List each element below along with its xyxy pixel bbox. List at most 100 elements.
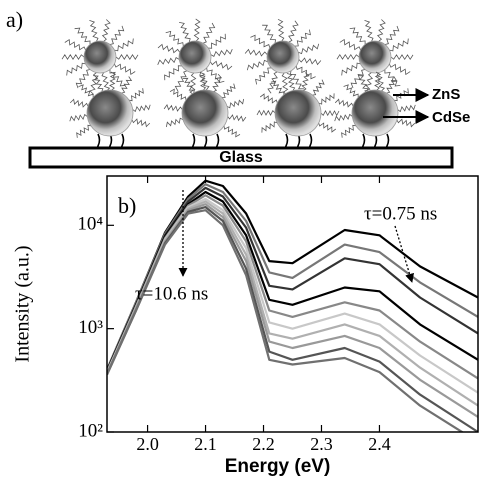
ligand [389,38,409,52]
ligand [212,73,223,92]
x-tick-label: 2.2 [252,434,275,454]
ligand [157,57,180,65]
ligand [114,63,136,75]
ligand [318,122,337,133]
ligand [115,54,139,60]
ligand [101,19,111,42]
series-group [107,179,478,432]
y-axis-label: Intensity (a.u.) [12,245,34,362]
x-axis-label: Energy (eV) [225,456,331,477]
ligand [221,83,236,98]
ligand [339,38,361,51]
quantum-dot [178,40,212,74]
chart: 10² 10³ 10⁴ 2.0 2.1 2.2 2.3 2.4 Energy (eV) Inten… [12,175,479,477]
ligand [262,24,277,44]
ligand [169,88,187,101]
quantum-dot [358,40,392,74]
y-tick-label: 10³ [78,317,103,338]
ligand [227,114,247,122]
ligand [165,30,184,47]
ligand [93,75,104,92]
ligand [396,118,416,128]
ligand [61,54,85,60]
ligand [164,65,182,81]
quantum-dot [181,89,229,137]
ligand [341,124,356,138]
x-tick-label: 2.1 [194,434,217,454]
x-tick-label: 2.3 [310,434,333,454]
quantum-dot [83,40,117,74]
ligand [131,118,151,128]
ligand [174,70,188,92]
annotation: τ=0.75 ns [364,203,437,224]
ligand [109,25,125,45]
ligand [244,48,268,57]
ligand [343,84,359,98]
shell-label: ZnS [432,86,460,103]
ligand [364,72,374,95]
glass-substrate [28,146,454,169]
ligand [157,43,181,54]
ligand [255,67,272,85]
ligand [256,109,276,116]
y-tick-label: 10⁴ [77,214,103,235]
ligand [223,125,241,138]
ligand [109,71,117,91]
ligand [277,18,285,42]
ligand [334,98,354,108]
ligand [179,22,191,43]
y-tick-label: 10² [78,420,103,441]
ligand [166,117,184,128]
ligand [250,34,271,49]
ligand [394,88,409,102]
ligand [358,75,369,92]
ligand [289,70,304,90]
schematic [61,18,416,157]
core-label: CdSe [432,109,470,126]
ligand [312,79,325,96]
ligand [246,59,268,71]
ligand [386,76,398,94]
ligand [202,22,216,44]
ligand [384,69,401,87]
quantum-dot [266,40,300,74]
ligand [206,67,225,84]
ligand [267,71,278,94]
ligand [376,19,386,42]
quantum-dot [274,89,322,137]
ligand [318,93,335,105]
ligand [89,20,99,42]
ligand [286,73,296,91]
ligand [295,65,316,80]
ligand [320,110,340,117]
spectrum-line [107,209,465,432]
ligand [364,20,374,42]
ligand [76,124,92,138]
ligand [128,88,144,102]
ligand [132,104,151,113]
panel-label: a) [6,7,23,32]
ligand [193,18,201,42]
ligand [341,62,361,76]
quantum-dot [86,89,134,137]
ligand [301,72,310,91]
ligand [226,98,244,109]
panel-label: b) [118,193,136,218]
ligand [259,93,278,104]
ligand [121,76,133,94]
ligand [114,38,134,52]
annotation-arrow [394,225,414,283]
ligand [374,71,382,91]
ligand [78,84,94,98]
ligand [208,33,226,49]
ligand [281,72,289,96]
ligand [334,113,353,122]
ligand [390,54,414,61]
ligand [350,69,366,89]
ligand [69,113,88,122]
ligand [189,72,197,96]
ligand [74,27,91,45]
ligand [298,57,322,66]
x-tick-label: 2.0 [136,434,159,454]
